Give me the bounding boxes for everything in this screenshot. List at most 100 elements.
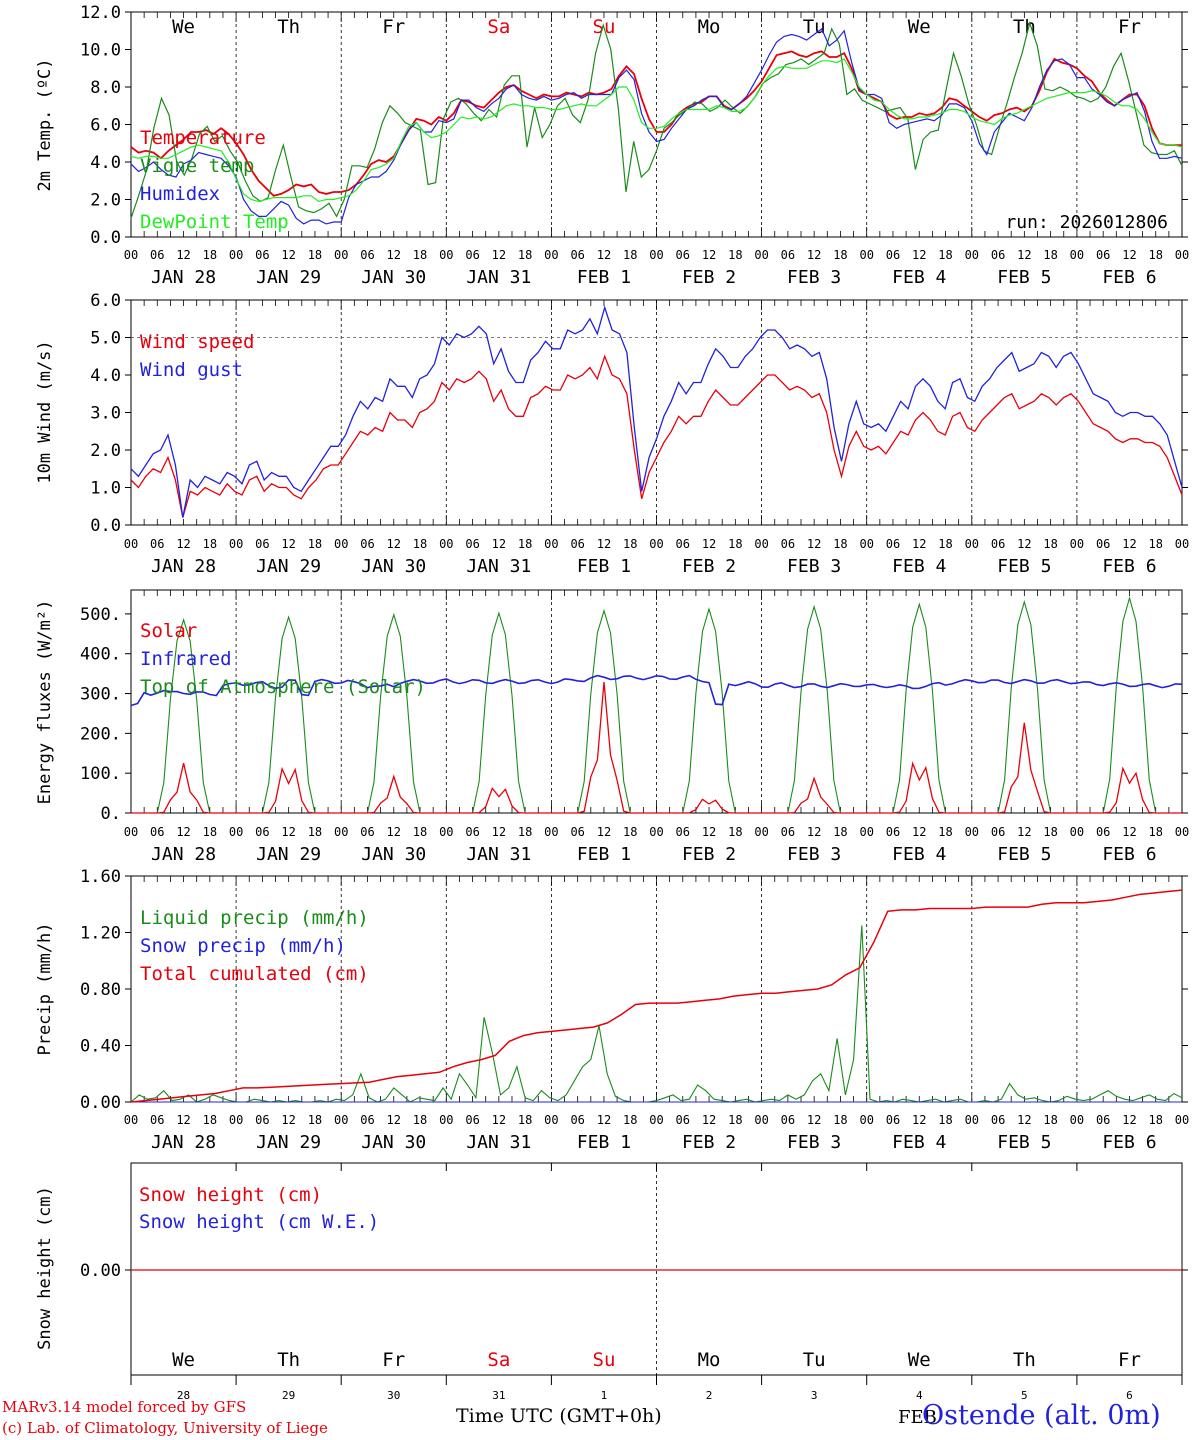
precip-hour-label: 12: [176, 1113, 190, 1127]
temp-hour-label: 00: [1175, 248, 1189, 262]
energy-date-label: JAN 30: [361, 844, 426, 865]
energy-date-label: JAN 28: [151, 844, 216, 865]
temp-hour-label: 06: [676, 248, 690, 262]
temp-hour-label: 06: [991, 248, 1005, 262]
precip-legend-2: Total cumulated (cm): [140, 963, 369, 985]
temp-hour-label: 12: [912, 248, 926, 262]
temp-hour-label: 00: [1070, 248, 1084, 262]
temp-date-label: FEB 4: [892, 267, 946, 288]
wind-hour-label: 00: [124, 537, 138, 551]
wind-series-1: [130, 305, 1183, 518]
energy-date-label: FEB 1: [577, 844, 631, 865]
energy-hour-label: 00: [859, 825, 873, 839]
precip-hour-label: 18: [308, 1113, 322, 1127]
precip-hour-label: 06: [1096, 1113, 1110, 1127]
energy-hour-label: 06: [150, 825, 164, 839]
wind-hour-label: 18: [833, 537, 847, 551]
energy-hour-label: 18: [623, 825, 637, 839]
wind-hour-label: 12: [807, 537, 821, 551]
energy-date-label: JAN 31: [466, 844, 531, 865]
temp-hour-label: 00: [859, 248, 873, 262]
wind-date-label: FEB 3: [787, 556, 841, 577]
snow-weekday-label: Su: [593, 1349, 616, 1371]
wind-ytick-label: 0.0: [90, 516, 121, 536]
temp-hour-label: 12: [1122, 248, 1136, 262]
wind-hour-label: 18: [308, 537, 322, 551]
snow-weekday-label: Fr: [382, 1349, 405, 1371]
temp-hour-label: 12: [387, 248, 401, 262]
wind-hour-label: 12: [1122, 537, 1136, 551]
precip-ytick-label: 0.40: [80, 1037, 121, 1057]
wind-hour-label: 12: [176, 537, 190, 551]
precip-hour-label: 12: [1017, 1113, 1031, 1127]
energy-hour-label: 12: [176, 825, 190, 839]
precip-ytick-label: 1.20: [80, 924, 121, 944]
energy-hour-label: 18: [203, 825, 217, 839]
energy-date-label: JAN 29: [256, 844, 321, 865]
temp-ytick-label: 4.0: [90, 153, 121, 173]
wind-hour-label: 00: [1175, 537, 1189, 551]
wind-ytick-label: 5.0: [90, 329, 121, 349]
energy-hour-label: 06: [360, 825, 374, 839]
temp-weekday-label: Sa: [487, 16, 510, 38]
temp-legend-0: Temperature: [140, 127, 266, 149]
energy-hour-label: 18: [728, 825, 742, 839]
energy-legend-1: Infrared: [140, 648, 232, 670]
wind-hour-label: 18: [623, 537, 637, 551]
wind-hour-label: 18: [728, 537, 742, 551]
snow-day-number: 1: [601, 1389, 608, 1402]
snow-ytick-label: 0.00: [80, 1261, 121, 1281]
energy-series-infrared: [130, 674, 1183, 707]
wind-hour-label: 00: [544, 537, 558, 551]
temp-hour-label: 00: [649, 248, 663, 262]
bottom-month-label: FEB: [898, 1407, 937, 1428]
snow-day-number: 29: [282, 1389, 295, 1402]
temp-hour-label: 18: [413, 248, 427, 262]
snow-ylabel: Snow height (cm): [35, 1186, 55, 1350]
energy-hour-label: 18: [518, 825, 532, 839]
energy-hour-label: 00: [229, 825, 243, 839]
temp-hour-label: 06: [465, 248, 479, 262]
wind-series-0: [130, 354, 1183, 518]
wind-ytick-label: 4.0: [90, 366, 121, 386]
wind-hour-label: 18: [1148, 537, 1162, 551]
temp-weekday-label: We: [908, 16, 931, 38]
precip-date-label: FEB 6: [1102, 1132, 1156, 1153]
temp-hour-label: 00: [965, 248, 979, 262]
precip-hour-label: 06: [781, 1113, 795, 1127]
energy-hour-label: 06: [886, 825, 900, 839]
wind-hour-label: 12: [597, 537, 611, 551]
energy-ytick-label: 300.: [80, 685, 121, 705]
snow-day-number: 5: [1021, 1389, 1028, 1402]
temp-ytick-label: 6.0: [90, 116, 121, 136]
precip-ytick-label: 0.00: [80, 1093, 121, 1113]
wind-hour-label: 06: [991, 537, 1005, 551]
energy-hour-label: 06: [465, 825, 479, 839]
energy-hour-label: 12: [1122, 825, 1136, 839]
temp-weekday-label: Th: [1013, 16, 1036, 38]
temp-hour-label: 18: [833, 248, 847, 262]
energy-ytick-label: 0.: [101, 804, 121, 824]
run-label: run: 2026012806: [1005, 212, 1168, 233]
energy-hour-label: 00: [649, 825, 663, 839]
temp-date-label: JAN 28: [151, 267, 216, 288]
wind-date-label: JAN 28: [151, 556, 216, 577]
precip-legend-1: Snow precip (mm/h): [140, 935, 346, 957]
temp-weekday-label: Mo: [698, 16, 721, 38]
energy-hour-label: 00: [1070, 825, 1084, 839]
temp-hour-label: 18: [938, 248, 952, 262]
temp-hour-label: 18: [1043, 248, 1057, 262]
temp-hour-label: 00: [439, 248, 453, 262]
wind-hour-label: 06: [676, 537, 690, 551]
energy-hour-label: 12: [912, 825, 926, 839]
wind-hour-label: 12: [912, 537, 926, 551]
wind-legend-0: Wind speed: [140, 331, 254, 353]
temp-hour-label: 12: [807, 248, 821, 262]
wind-hour-label: 18: [413, 537, 427, 551]
energy-hour-label: 12: [597, 825, 611, 839]
energy-hour-label: 12: [1017, 825, 1031, 839]
energy-hour-label: 18: [1043, 825, 1057, 839]
precip-hour-label: 00: [229, 1113, 243, 1127]
wind-ytick-label: 2.0: [90, 441, 121, 461]
